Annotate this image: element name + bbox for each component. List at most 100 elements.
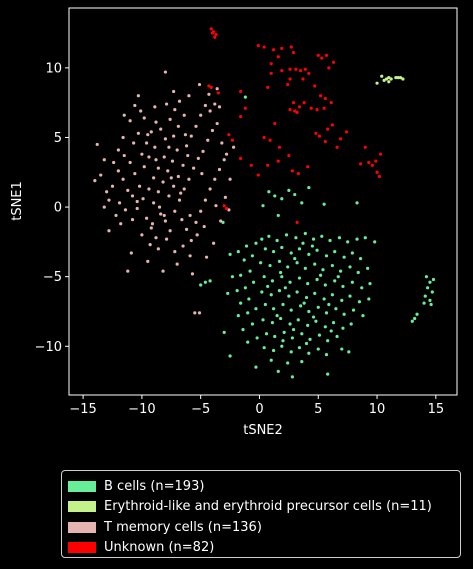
data-point bbox=[204, 255, 209, 259]
data-point bbox=[228, 354, 232, 358]
data-point bbox=[287, 153, 291, 158]
data-point bbox=[217, 167, 222, 172]
data-point bbox=[241, 327, 245, 332]
data-point bbox=[315, 277, 319, 282]
data-point bbox=[222, 158, 226, 162]
data-point bbox=[136, 131, 140, 135]
data-point bbox=[156, 247, 160, 251]
legend-swatch bbox=[68, 542, 96, 554]
data-point bbox=[350, 280, 354, 284]
data-point bbox=[173, 108, 177, 112]
data-point bbox=[256, 43, 260, 48]
data-point bbox=[401, 77, 405, 81]
data-point bbox=[333, 279, 337, 283]
data-point bbox=[321, 268, 325, 272]
data-point bbox=[184, 227, 189, 231]
data-point bbox=[317, 134, 322, 138]
data-point bbox=[203, 280, 207, 284]
data-point bbox=[279, 316, 283, 321]
data-point bbox=[280, 275, 284, 279]
data-point bbox=[280, 245, 284, 250]
data-point bbox=[413, 316, 417, 321]
data-point bbox=[161, 180, 165, 184]
data-point bbox=[276, 369, 280, 373]
data-point bbox=[314, 131, 318, 135]
data-point bbox=[169, 176, 173, 180]
data-point bbox=[207, 84, 211, 88]
data-point bbox=[398, 76, 403, 80]
data-point bbox=[262, 45, 266, 49]
data-point bbox=[314, 319, 318, 323]
data-point bbox=[309, 106, 313, 110]
data-point bbox=[199, 283, 203, 287]
data-point bbox=[280, 344, 284, 348]
data-point bbox=[261, 318, 265, 322]
data-point bbox=[177, 198, 182, 202]
data-point bbox=[142, 116, 146, 120]
data-point bbox=[335, 334, 339, 339]
data-point bbox=[394, 76, 398, 80]
y-tick-label: 10 bbox=[45, 61, 62, 76]
data-point bbox=[306, 323, 310, 327]
data-point bbox=[289, 251, 293, 255]
data-point bbox=[107, 198, 111, 202]
data-point bbox=[189, 238, 193, 243]
data-point bbox=[313, 84, 317, 88]
data-point bbox=[279, 270, 283, 275]
data-point bbox=[121, 135, 125, 140]
data-point bbox=[297, 247, 302, 251]
data-point bbox=[203, 198, 207, 202]
data-point bbox=[196, 156, 200, 160]
data-point bbox=[121, 177, 125, 181]
data-point bbox=[294, 236, 298, 240]
data-point bbox=[315, 108, 319, 112]
data-point bbox=[243, 106, 247, 110]
data-point bbox=[254, 307, 258, 311]
data-point bbox=[297, 105, 302, 109]
data-point bbox=[210, 128, 215, 133]
data-point bbox=[266, 163, 270, 167]
x-axis-label: tSNE2 bbox=[243, 423, 283, 438]
data-point bbox=[280, 46, 284, 50]
legend-swatch bbox=[68, 501, 96, 513]
data-point bbox=[329, 329, 333, 333]
data-point bbox=[203, 103, 207, 108]
data-point bbox=[327, 302, 331, 307]
data-point bbox=[188, 213, 192, 218]
data-point bbox=[288, 322, 292, 326]
y-tick-label: 5 bbox=[54, 131, 62, 146]
data-point bbox=[145, 216, 149, 220]
data-point bbox=[287, 188, 291, 192]
data-point bbox=[206, 138, 210, 142]
data-point bbox=[232, 145, 236, 149]
data-point bbox=[293, 109, 297, 113]
data-point bbox=[337, 236, 342, 240]
legend-item-unknown: Unknown (n=82) bbox=[68, 538, 460, 559]
data-point bbox=[273, 121, 277, 126]
data-point bbox=[269, 71, 273, 76]
data-point bbox=[107, 229, 111, 233]
data-point bbox=[161, 269, 165, 273]
data-point bbox=[271, 48, 276, 52]
data-point bbox=[380, 74, 384, 78]
data-point bbox=[375, 170, 379, 174]
data-point bbox=[250, 322, 255, 326]
data-point bbox=[301, 241, 305, 245]
data-point bbox=[358, 162, 363, 166]
data-point bbox=[299, 304, 303, 308]
data-point bbox=[367, 160, 371, 165]
data-point bbox=[227, 133, 231, 137]
data-point bbox=[291, 101, 296, 105]
data-point bbox=[319, 94, 323, 98]
data-point bbox=[128, 160, 132, 165]
data-point bbox=[289, 308, 293, 312]
data-point bbox=[193, 311, 197, 315]
data-point bbox=[326, 372, 330, 376]
data-point bbox=[197, 311, 202, 315]
data-point bbox=[360, 286, 364, 290]
data-point bbox=[327, 66, 331, 70]
data-point bbox=[159, 212, 163, 216]
data-point bbox=[212, 30, 216, 34]
data-point bbox=[268, 263, 272, 268]
data-point bbox=[335, 145, 339, 149]
